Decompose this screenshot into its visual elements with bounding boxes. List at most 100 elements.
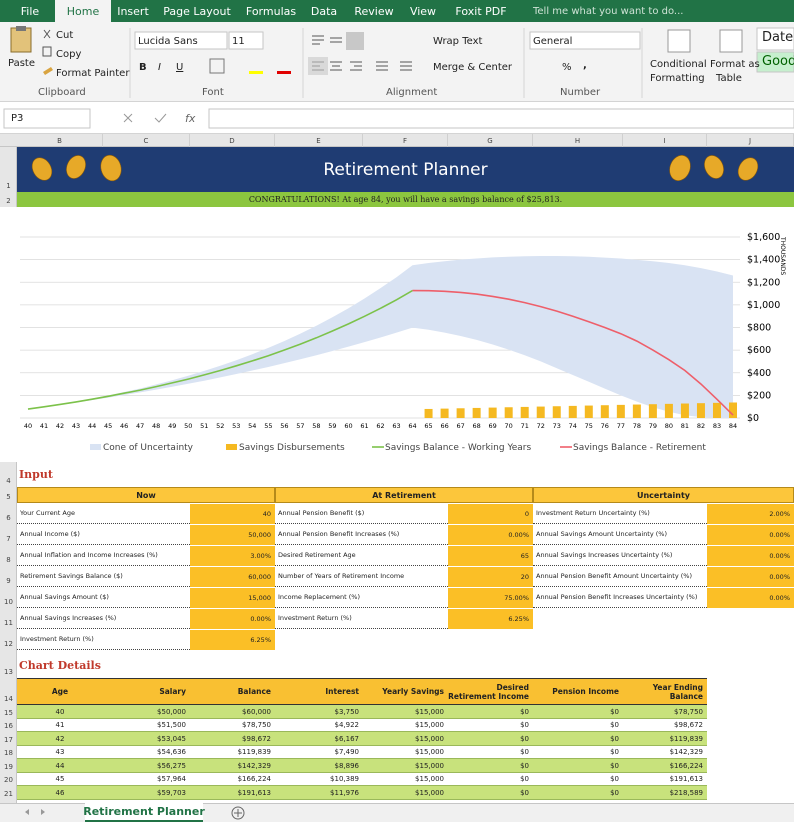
cut-button[interactable]: Cut — [56, 29, 74, 41]
input-value[interactable]: 65 — [448, 546, 533, 566]
formula-input[interactable] — [208, 108, 794, 129]
number-format[interactable]: General — [533, 35, 573, 47]
input-label: Annual Pension Benefit Amount Uncertaint… — [533, 566, 707, 587]
leaf-decor — [31, 154, 759, 182]
ribbon-tab[interactable]: Insert — [117, 4, 149, 18]
sheet-tab[interactable]: Retirement Planner — [83, 803, 205, 822]
table-cell: $0 — [520, 707, 529, 716]
input-value[interactable]: 0.00% — [190, 609, 275, 629]
comma-button[interactable]: , — [583, 59, 587, 71]
input-value[interactable]: 0.00% — [707, 525, 794, 545]
wrap-text-button[interactable]: Wrap Text — [433, 35, 483, 47]
input-value[interactable]: 2.00% — [707, 504, 794, 524]
format-painter-button[interactable]: Format Painter — [56, 67, 130, 79]
conditional-formatting[interactable]: Formatting — [650, 72, 705, 84]
table-header: Pension Income — [552, 687, 619, 696]
banner: CONGRATULATIONS! At age 84, you will hav… — [17, 192, 794, 207]
row-header: 11 — [4, 619, 13, 627]
input-label: Your Current Age — [17, 503, 190, 524]
input-value[interactable]: 3.00% — [190, 546, 275, 566]
align-selected — [346, 32, 364, 50]
percent-button[interactable]: % — [562, 61, 572, 73]
x-tick-label: 73 — [553, 422, 561, 430]
ribbon-tab[interactable]: Review — [354, 4, 394, 18]
input-value[interactable]: 15,000 — [190, 588, 275, 608]
table-row — [17, 705, 707, 719]
tell-me[interactable]: Tell me what you want to do... — [533, 5, 684, 17]
copy-icon — [42, 46, 52, 57]
bar — [600, 405, 609, 418]
input-label: Desired Retirement Age — [275, 545, 448, 566]
good-style[interactable]: Good — [762, 53, 794, 69]
bar — [424, 408, 433, 418]
ribbon-tab[interactable]: File — [20, 4, 40, 18]
x-tick-label: 50 — [184, 422, 192, 430]
input-value[interactable]: 60,000 — [190, 567, 275, 587]
underline-button[interactable]: U — [176, 61, 184, 73]
input-label: Retirement Savings Balance ($) — [17, 566, 190, 587]
table-cell: $0 — [520, 721, 529, 730]
border-icon — [209, 58, 225, 74]
input-value[interactable]: 40 — [190, 504, 275, 524]
input-value[interactable]: 0.00% — [707, 546, 794, 566]
merge-center-button[interactable]: Merge & Center — [433, 61, 513, 73]
table-cell: $218,589 — [669, 788, 703, 797]
table-cell: $56,275 — [157, 761, 186, 770]
ribbon-tab[interactable]: View — [409, 4, 437, 18]
input-label: Investment Return (%) — [17, 629, 190, 650]
table-cell: $15,000 — [415, 734, 444, 743]
ribbon-icons — [3, 26, 794, 129]
input-value[interactable]: 0.00% — [707, 567, 794, 587]
row-header: 5 — [6, 493, 11, 501]
ribbon-tab[interactable]: Formulas — [245, 4, 297, 18]
ribbon-tab[interactable]: Data — [310, 4, 338, 18]
paste-button[interactable]: Paste — [8, 57, 35, 69]
input-value[interactable]: 6.25% — [190, 630, 275, 650]
bar — [504, 407, 513, 418]
bar — [520, 406, 529, 418]
painter-icon — [43, 67, 53, 75]
input-value[interactable]: 0.00% — [448, 525, 533, 545]
add-sheet[interactable] — [231, 806, 245, 820]
align-left-selected — [308, 57, 328, 75]
font-size[interactable]: 11 — [232, 35, 245, 47]
bar — [680, 403, 689, 418]
format-as-table[interactable]: Table — [716, 72, 742, 84]
row-header: 12 — [4, 640, 13, 648]
input-value[interactable]: 75.00% — [448, 588, 533, 608]
table-header: Interest — [325, 687, 359, 696]
x-tick-label: 52 — [216, 422, 224, 430]
input-value[interactable]: 0 — [448, 504, 533, 524]
bar — [552, 406, 561, 418]
table-cell: $119,839 — [237, 748, 271, 757]
table-cell: $59,703 — [157, 788, 186, 797]
ribbon-tab[interactable]: Page Layout — [163, 4, 231, 18]
format-as-table[interactable]: Format as — [710, 58, 760, 70]
input-value[interactable]: 50,000 — [190, 525, 275, 545]
ribbon-tab[interactable]: Foxit PDF — [455, 4, 507, 18]
x-tick-label: 59 — [328, 422, 336, 430]
table-cell: $50,000 — [157, 707, 186, 716]
table-cell: 42 — [55, 734, 65, 743]
input-label: Investment Return (%) — [275, 608, 448, 629]
font-name[interactable]: Lucida Sans — [138, 35, 198, 47]
input-value[interactable]: 6.25% — [448, 609, 533, 629]
x-tick-label: 45 — [104, 422, 112, 430]
table-header: Age — [51, 687, 69, 696]
conditional-formatting[interactable]: Conditional — [650, 58, 707, 70]
input-value[interactable]: 0.00% — [707, 588, 794, 608]
date-style[interactable]: Date — [762, 29, 794, 45]
nav-arrows[interactable] — [25, 809, 45, 815]
table-cell: $78,750 — [674, 707, 703, 716]
table-cell: $0 — [610, 748, 619, 757]
y-tick-label: $400 — [747, 368, 771, 379]
input-value[interactable]: 20 — [448, 567, 533, 587]
italic-button[interactable]: I — [158, 61, 161, 73]
bold-button[interactable]: B — [139, 61, 147, 73]
format-box — [529, 31, 641, 50]
name-box[interactable] — [3, 108, 91, 129]
table-cell: $15,000 — [415, 775, 444, 784]
row-header: 4 — [6, 477, 11, 485]
copy-button[interactable]: Copy — [56, 48, 82, 60]
ribbon-tab[interactable]: Home — [55, 0, 111, 22]
